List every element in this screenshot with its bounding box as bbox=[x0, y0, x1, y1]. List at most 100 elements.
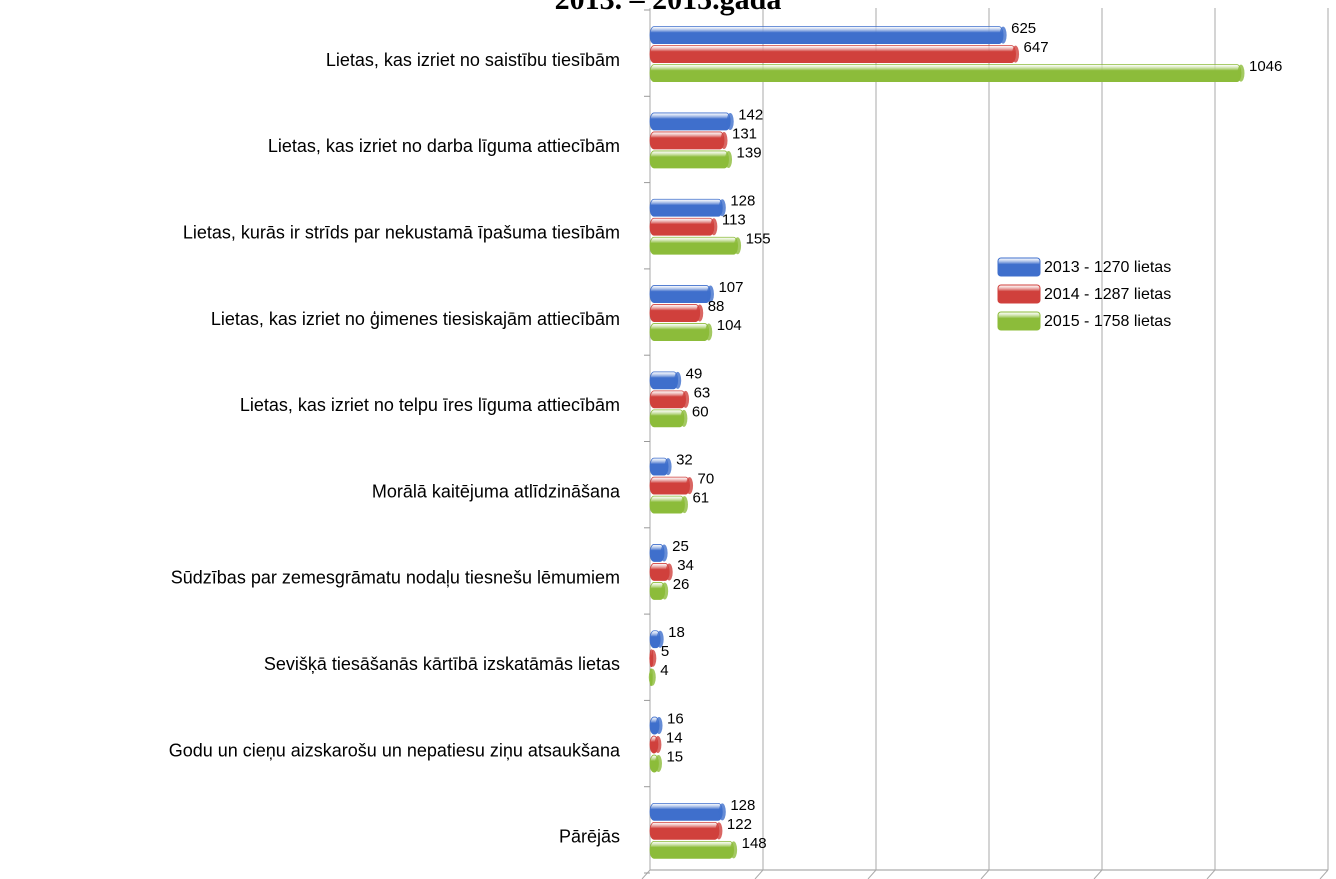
category-label: Godu un cieņu aizskarošu un nepatiesu zi… bbox=[169, 740, 621, 760]
value-label: 32 bbox=[676, 452, 693, 469]
bar bbox=[649, 236, 738, 255]
value-label: 122 bbox=[727, 816, 752, 833]
category-label: Sūdzības par zemesgrāmatu nodaļu tiesneš… bbox=[171, 568, 620, 588]
bar-cap bbox=[706, 285, 714, 303]
bar-cap bbox=[654, 755, 662, 773]
bar bbox=[649, 409, 685, 428]
value-label: 49 bbox=[686, 365, 703, 382]
category-label: Lietas, kas izriet no telpu īres līguma … bbox=[240, 395, 620, 415]
bar bbox=[649, 26, 1004, 45]
value-label: 148 bbox=[742, 835, 767, 852]
legend-label: 2014 - 1287 lietas bbox=[1044, 286, 1171, 303]
value-label: 34 bbox=[677, 557, 694, 574]
bar-cap bbox=[1237, 64, 1245, 82]
bar-cap bbox=[674, 371, 682, 389]
chart-title: 2013. – 2015.gadā bbox=[555, 0, 782, 16]
grid-line-depth bbox=[1093, 869, 1103, 879]
category-label: Lietas, kas izriet no saistību tiesībām bbox=[326, 50, 620, 70]
bar-cap bbox=[665, 563, 673, 581]
value-label: 1046 bbox=[1249, 58, 1282, 75]
value-label: 63 bbox=[694, 384, 711, 401]
value-label: 647 bbox=[1024, 39, 1049, 56]
bar-cap bbox=[680, 409, 688, 427]
value-label: 142 bbox=[738, 106, 763, 123]
category-label: Lietas, kas izriet no darba līguma attie… bbox=[268, 136, 620, 156]
bar-cap bbox=[655, 717, 663, 735]
bar-cap bbox=[730, 841, 738, 859]
bar bbox=[649, 131, 725, 150]
bar-cap bbox=[680, 496, 688, 514]
bar bbox=[649, 198, 723, 217]
bar bbox=[649, 840, 735, 859]
bar-cap bbox=[718, 803, 726, 821]
bar-cap bbox=[648, 668, 656, 686]
bar-cap bbox=[705, 323, 713, 341]
value-label: 16 bbox=[667, 711, 684, 728]
bar bbox=[649, 390, 686, 409]
value-label: 25 bbox=[672, 538, 689, 555]
bar-cap bbox=[734, 237, 742, 255]
bar-cap bbox=[720, 131, 728, 149]
value-label: 131 bbox=[732, 125, 757, 142]
legend-swatch bbox=[997, 311, 1041, 331]
value-label: 104 bbox=[717, 317, 742, 334]
value-label: 70 bbox=[698, 471, 715, 488]
bar bbox=[649, 323, 710, 341]
category-label: Pārējās bbox=[559, 827, 620, 847]
value-label: 88 bbox=[708, 298, 725, 315]
bar bbox=[649, 45, 1016, 64]
grid-line-depth bbox=[980, 869, 990, 879]
bar-cap bbox=[1012, 45, 1020, 63]
value-label: 15 bbox=[666, 749, 683, 766]
grid-line-depth bbox=[1319, 869, 1329, 879]
bar-cap bbox=[696, 304, 704, 322]
bar-cap bbox=[686, 477, 694, 495]
bar bbox=[649, 150, 729, 169]
value-label: 625 bbox=[1011, 20, 1036, 37]
value-label: 60 bbox=[692, 403, 709, 420]
bar bbox=[649, 112, 731, 131]
bar bbox=[649, 371, 679, 390]
value-label: 139 bbox=[737, 144, 762, 161]
category-label: Lietas, kas izriet no ģimenes tiesiskajā… bbox=[211, 309, 620, 329]
bar bbox=[649, 64, 1242, 83]
legend-swatch bbox=[997, 257, 1041, 277]
bar-cap bbox=[664, 458, 672, 476]
value-label: 14 bbox=[666, 730, 683, 747]
bar bbox=[649, 495, 685, 514]
grid-line-depth bbox=[867, 869, 877, 879]
legend-label: 2013 - 1270 lietas bbox=[1044, 259, 1171, 276]
bar-cap bbox=[725, 150, 733, 168]
bar-cap bbox=[656, 630, 664, 648]
category-label: Sevišķā tiesāšanās kārtībā izskatāmās li… bbox=[264, 654, 620, 674]
bar-cap bbox=[710, 218, 718, 236]
value-label: 18 bbox=[668, 624, 685, 641]
bar-cap bbox=[682, 390, 690, 408]
bar-cap bbox=[661, 582, 669, 600]
bar-cap bbox=[718, 199, 726, 217]
bar bbox=[649, 285, 711, 303]
bar bbox=[649, 802, 723, 821]
grid-line-depth bbox=[754, 869, 764, 879]
value-label: 128 bbox=[730, 797, 755, 814]
category-label: Lietas, kurās ir strīds par nekustamā īp… bbox=[183, 223, 620, 243]
bar-cap bbox=[715, 822, 723, 840]
value-label: 113 bbox=[722, 212, 746, 229]
value-label: 61 bbox=[692, 490, 709, 507]
value-label: 5 bbox=[661, 643, 669, 660]
bar-cap bbox=[999, 26, 1007, 44]
bar bbox=[649, 476, 690, 495]
value-label: 107 bbox=[718, 279, 743, 296]
value-label: 155 bbox=[746, 231, 771, 248]
value-label: 26 bbox=[673, 576, 690, 593]
bar-cap bbox=[660, 544, 668, 562]
bar-cap bbox=[649, 649, 657, 667]
bar-cap bbox=[726, 112, 734, 130]
legend-label: 2015 - 1758 lietas bbox=[1044, 313, 1171, 330]
grid-line-depth bbox=[1206, 869, 1216, 879]
grid-line-depth bbox=[641, 869, 651, 879]
legend-swatch bbox=[997, 284, 1041, 304]
bar bbox=[649, 217, 715, 236]
bar bbox=[649, 304, 701, 322]
